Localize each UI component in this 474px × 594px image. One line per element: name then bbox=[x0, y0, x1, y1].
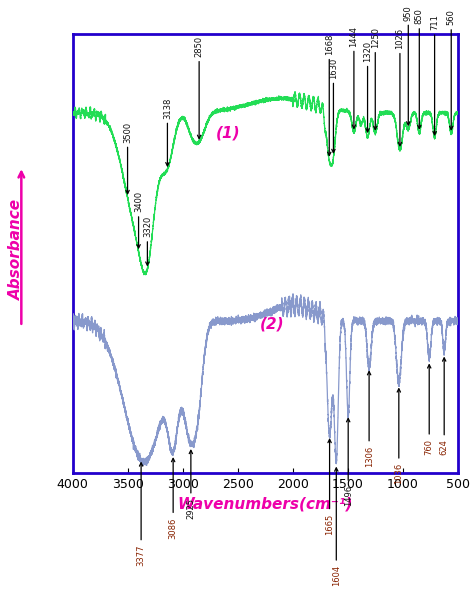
Text: 3086: 3086 bbox=[169, 517, 178, 539]
Text: 711: 711 bbox=[430, 14, 439, 30]
Text: 1320: 1320 bbox=[363, 40, 372, 62]
Text: 850: 850 bbox=[415, 8, 424, 24]
Text: 1665: 1665 bbox=[325, 513, 334, 535]
Text: 1444: 1444 bbox=[349, 26, 358, 46]
Text: 1036: 1036 bbox=[394, 463, 403, 484]
Text: 950: 950 bbox=[404, 5, 413, 21]
X-axis label: Wavenumbers(cm⁻¹): Wavenumbers(cm⁻¹) bbox=[177, 497, 353, 511]
Text: 560: 560 bbox=[447, 9, 456, 25]
Text: 624: 624 bbox=[440, 440, 449, 456]
Text: 2925: 2925 bbox=[186, 498, 195, 519]
Text: 3138: 3138 bbox=[163, 97, 172, 119]
Text: 1496: 1496 bbox=[344, 485, 353, 506]
Text: 3377: 3377 bbox=[137, 545, 146, 566]
Text: (2): (2) bbox=[260, 316, 284, 331]
Text: 1630: 1630 bbox=[329, 58, 338, 78]
Text: 1668: 1668 bbox=[325, 33, 334, 55]
Text: 3400: 3400 bbox=[134, 191, 143, 212]
Text: 2850: 2850 bbox=[195, 36, 204, 57]
Text: Absorbance: Absorbance bbox=[9, 199, 24, 300]
Text: 1604: 1604 bbox=[332, 565, 341, 586]
Text: 760: 760 bbox=[425, 439, 434, 455]
Text: 3500: 3500 bbox=[123, 121, 132, 143]
Text: 3320: 3320 bbox=[143, 216, 152, 237]
Text: 1306: 1306 bbox=[365, 446, 374, 467]
Text: (1): (1) bbox=[216, 125, 240, 140]
Text: 1250: 1250 bbox=[371, 27, 380, 48]
Text: 1026: 1026 bbox=[395, 28, 404, 49]
